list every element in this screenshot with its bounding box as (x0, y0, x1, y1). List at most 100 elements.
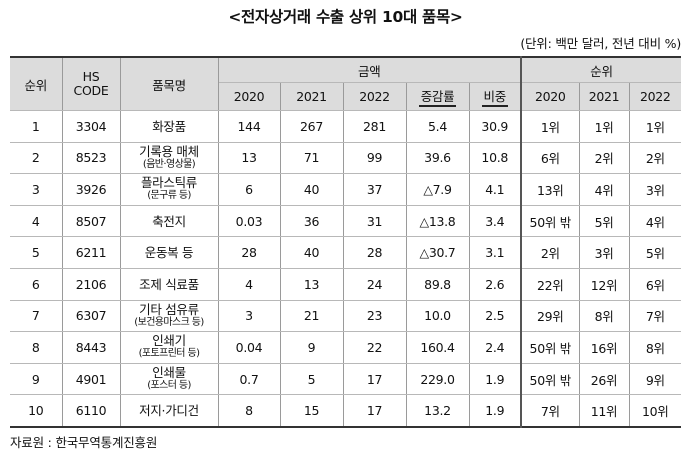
export-table: 순위 HS CODE 품목명 금액 순위 2020 2021 2022 증감률 … (10, 56, 682, 428)
cell-growth: 5.4 (405, 110, 470, 143)
product-name: 운동복 등 (144, 245, 194, 261)
product-note: (문구류 등) (147, 190, 191, 202)
cell-amount-2020: 0.04 (217, 331, 281, 364)
header-amount-2022: 2022 (342, 82, 407, 111)
product-note: (음반·영상물) (142, 158, 196, 170)
product-name: 화장품 (152, 118, 186, 134)
cell-product: 조제 식료품 (119, 268, 219, 301)
cell-amount-2020: 144 (217, 110, 281, 143)
header-amount-2020: 2020 (218, 82, 281, 111)
cell-amount-2020: 28 (217, 236, 281, 269)
cell-rank: 9 (10, 363, 63, 396)
cell-rank-2022: 7위 (628, 300, 682, 333)
table-row: 4 8507 축전지 0.03 36 31 △13.8 3.4 50위 밖 5위… (10, 205, 682, 238)
product-note: (보건용마스크 등) (134, 316, 204, 328)
cell-rank-2021: 16위 (578, 331, 630, 364)
header-rank-2022: 2022 (628, 82, 682, 111)
cell-product: 플라스틱류 (문구류 등) (119, 173, 219, 206)
cell-rank: 4 (10, 205, 63, 238)
cell-rank-2020: 29위 (520, 300, 580, 333)
source-note: 자료원 : 한국무역통계진흥원 (10, 435, 158, 450)
cell-amount-2021: 40 (279, 236, 344, 269)
cell-rank-2022: 6위 (628, 268, 682, 301)
cell-share: 4.1 (468, 173, 522, 206)
cell-amount-2021: 15 (279, 394, 344, 428)
cell-hs-code: 8523 (61, 142, 121, 175)
cell-amount-2022: 37 (342, 173, 407, 206)
product-name: 기록용 매체 (139, 143, 199, 159)
cell-amount-2021: 40 (279, 173, 344, 206)
cell-amount-2020: 6 (217, 173, 281, 206)
cell-hs-code: 6110 (61, 394, 121, 428)
cell-rank-2022: 9위 (628, 363, 682, 396)
cell-rank-2020: 13위 (520, 173, 580, 206)
cell-rank-2021: 2위 (578, 142, 630, 175)
cell-rank: 2 (10, 142, 63, 175)
cell-amount-2022: 281 (342, 110, 407, 143)
table-row: 1 3304 화장품 144 267 281 5.4 30.9 1위 1위 1위 (10, 110, 682, 143)
header-amount-2021: 2021 (279, 82, 344, 111)
cell-rank-2022: 3위 (628, 173, 682, 206)
cell-product: 기록용 매체 (음반·영상물) (119, 142, 219, 175)
cell-hs-code: 8507 (61, 205, 121, 238)
cell-share: 2.6 (468, 268, 522, 301)
cell-growth: 229.0 (405, 363, 470, 396)
cell-amount-2022: 31 (342, 205, 407, 238)
cell-rank: 5 (10, 236, 63, 269)
table-row: 3 3926 플라스틱류 (문구류 등) 6 40 37 △7.9 4.1 13위… (10, 173, 682, 206)
cell-amount-2022: 17 (342, 394, 407, 428)
product-name: 플라스틱류 (140, 175, 197, 191)
cell-amount-2021: 21 (279, 300, 344, 333)
cell-rank-2020: 50위 밖 (520, 205, 580, 238)
cell-rank-2022: 10위 (628, 394, 682, 428)
cell-rank-2022: 2위 (628, 142, 682, 175)
cell-product: 축전지 (119, 205, 219, 238)
cell-amount-2020: 0.7 (217, 363, 281, 396)
header-growth: 증감률 (405, 82, 470, 111)
cell-share: 2.5 (468, 300, 522, 333)
cell-rank-2020: 50위 밖 (520, 363, 580, 396)
cell-growth: 89.8 (405, 268, 470, 301)
cell-rank: 8 (10, 331, 63, 364)
header-rank: 순위 (10, 57, 63, 111)
cell-growth: 13.2 (405, 394, 470, 428)
cell-rank-2021: 12위 (578, 268, 630, 301)
cell-hs-code: 2106 (61, 268, 121, 301)
cell-growth: 39.6 (405, 142, 470, 175)
cell-share: 1.9 (468, 394, 522, 428)
cell-product: 저지·가디건 (119, 394, 219, 428)
cell-rank-2021: 3위 (578, 236, 630, 269)
product-name: 기타 섬유류 (139, 301, 199, 317)
table-row: 6 2106 조제 식료품 4 13 24 89.8 2.6 22위 12위 6… (10, 268, 682, 301)
cell-rank-2021: 1위 (578, 110, 630, 143)
header-rank-2020: 2020 (520, 82, 580, 111)
cell-amount-2022: 17 (342, 363, 407, 396)
table-title: <전자상거래 수출 상위 10대 품목> (228, 8, 463, 26)
cell-share: 1.9 (468, 363, 522, 396)
cell-amount-2021: 36 (279, 205, 344, 238)
cell-amount-2021: 267 (279, 110, 344, 143)
cell-growth: △30.7 (405, 236, 470, 269)
cell-amount-2021: 9 (279, 331, 344, 364)
product-name: 저지·가디건 (139, 403, 199, 419)
header-amount-group: 금액 (217, 57, 522, 83)
cell-rank-2022: 8위 (628, 331, 682, 364)
cell-rank-2020: 50위 밖 (520, 331, 580, 364)
header-share-label: 비중 (481, 86, 508, 107)
cell-rank-2021: 26위 (578, 363, 630, 396)
cell-product: 운동복 등 (119, 236, 219, 269)
cell-share: 3.1 (468, 236, 522, 269)
cell-rank-2021: 5위 (578, 205, 630, 238)
cell-amount-2020: 13 (217, 142, 281, 175)
cell-rank: 10 (10, 394, 63, 428)
cell-amount-2020: 3 (217, 300, 281, 333)
cell-rank: 6 (10, 268, 63, 301)
cell-rank-2020: 2위 (520, 236, 580, 269)
cell-amount-2022: 23 (342, 300, 407, 333)
unit-note: (단위: 백만 달러, 전년 대비 %) (520, 36, 681, 51)
cell-rank-2021: 8위 (578, 300, 630, 333)
cell-amount-2020: 8 (217, 394, 281, 428)
table-body: 1 3304 화장품 144 267 281 5.4 30.9 1위 1위 1위… (10, 110, 682, 428)
cell-share: 30.9 (468, 110, 522, 143)
cell-rank-2022: 1위 (628, 110, 682, 143)
